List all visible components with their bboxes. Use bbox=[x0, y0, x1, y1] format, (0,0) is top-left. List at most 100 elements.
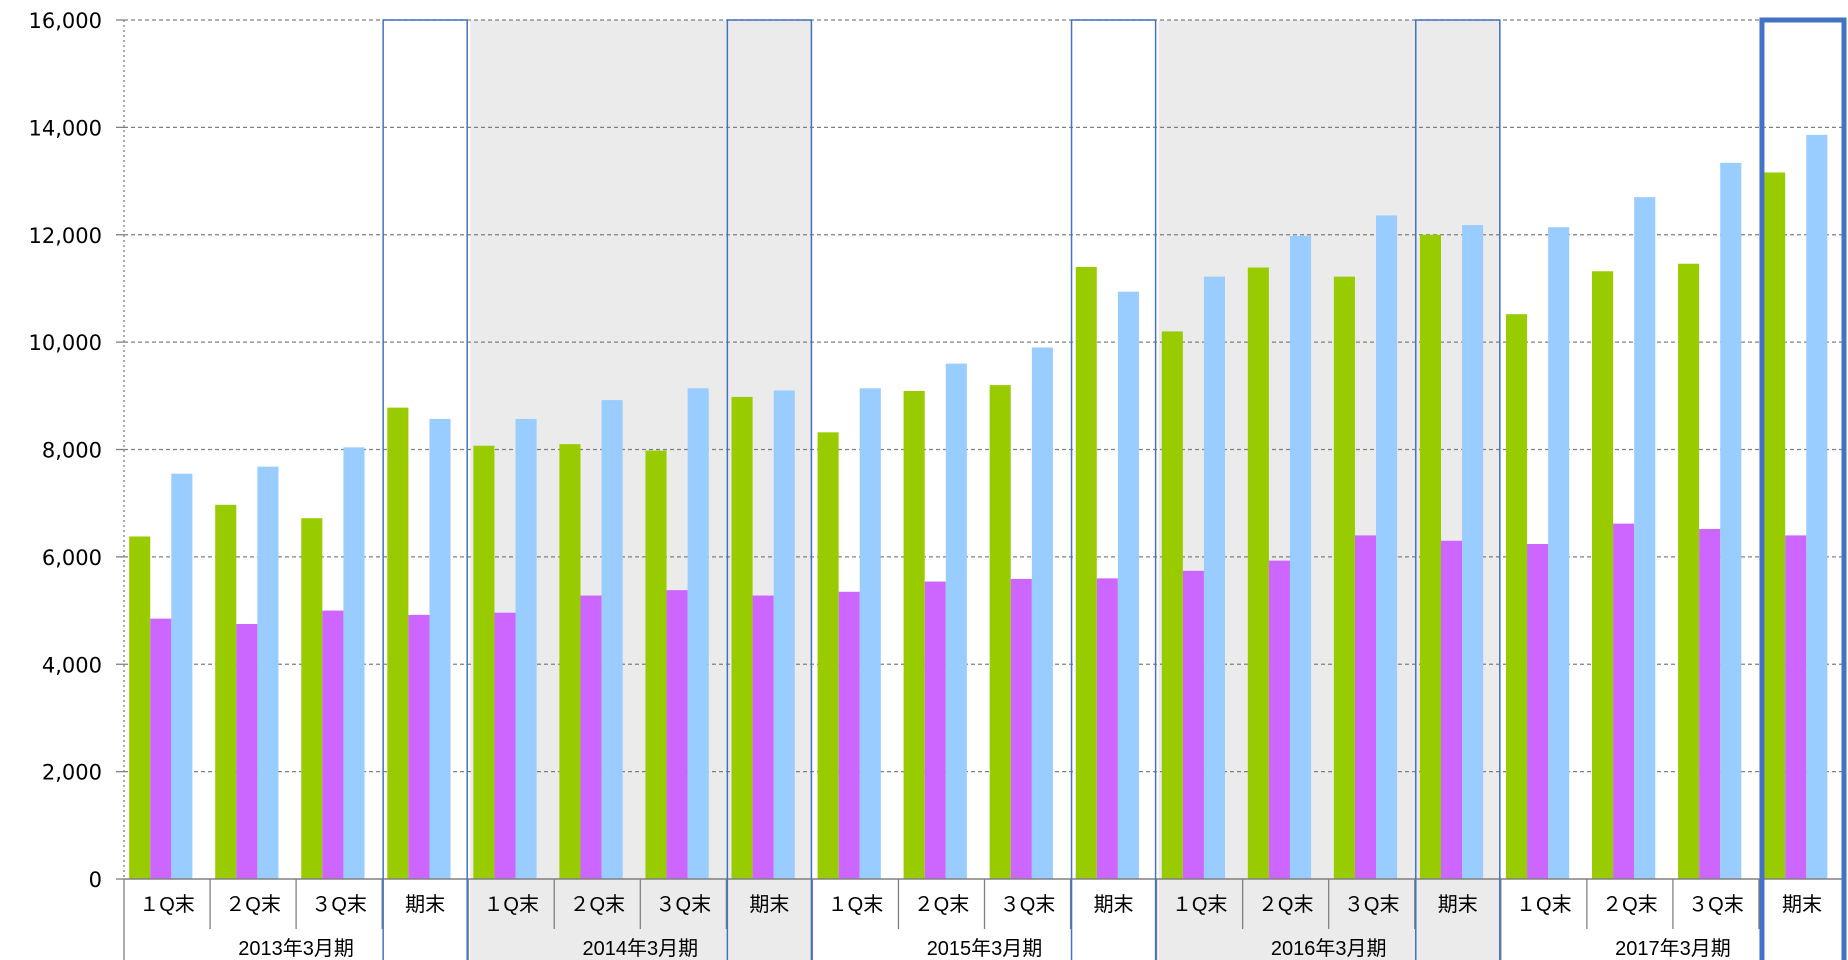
bar-series2-cat19 bbox=[1699, 528, 1721, 879]
bar-series2-cat10 bbox=[924, 581, 946, 879]
bar-series3-cat7 bbox=[687, 388, 709, 879]
bar-series1-cat18 bbox=[1592, 271, 1614, 879]
category-label: ３Q末 bbox=[1344, 893, 1400, 916]
y-tick-label: 14,000 bbox=[29, 116, 102, 140]
bar-series3-cat18 bbox=[1634, 197, 1656, 879]
category-label: ３Q末 bbox=[311, 893, 367, 916]
year-label: 2013年3月期 bbox=[238, 937, 354, 960]
bar-series3-cat3 bbox=[343, 447, 365, 879]
bar-series1-cat14 bbox=[1247, 267, 1269, 879]
bar-series1-cat17 bbox=[1505, 314, 1528, 879]
y-tick-label: 8,000 bbox=[42, 439, 102, 463]
bar-series3-cat11 bbox=[1031, 347, 1053, 879]
bar-series3-cat15 bbox=[1376, 215, 1398, 880]
bar-series1-cat11 bbox=[989, 385, 1011, 879]
bar-series3-cat13 bbox=[1203, 276, 1226, 880]
bar-series1-cat15 bbox=[1333, 276, 1355, 880]
category-label: ３Q末 bbox=[1000, 893, 1056, 916]
category-label: ２Q末 bbox=[225, 893, 281, 916]
bar-series3-cat20 bbox=[1806, 134, 1828, 880]
category-label: ３Q末 bbox=[656, 893, 712, 916]
bar-series3-cat2 bbox=[257, 466, 279, 879]
bar-series1-cat6 bbox=[559, 444, 581, 879]
bar-series2-cat1 bbox=[150, 618, 172, 879]
category-label: ２Q末 bbox=[914, 893, 970, 916]
year-label: 2016年3月期 bbox=[1271, 937, 1387, 960]
bar-series2-cat15 bbox=[1354, 535, 1377, 879]
category-label: １Q末 bbox=[828, 893, 884, 916]
bar-series1-cat12 bbox=[1075, 266, 1097, 879]
category-label: 期末 bbox=[749, 893, 789, 916]
bar-series3-cat12 bbox=[1117, 291, 1139, 879]
year-end-frame bbox=[1070, 19, 1157, 960]
bar-series1-cat2 bbox=[215, 504, 237, 879]
bar-series2-cat17 bbox=[1527, 543, 1549, 879]
y-tick-label: 16,000 bbox=[29, 9, 102, 33]
category-label: 期末 bbox=[1782, 893, 1822, 916]
category-label: １Q末 bbox=[483, 893, 539, 916]
bar-series3-cat9 bbox=[859, 388, 881, 879]
category-label: ２Q末 bbox=[1258, 893, 1314, 916]
y-tick-label: 4,000 bbox=[42, 653, 102, 677]
bar-series3-cat6 bbox=[601, 400, 623, 879]
year-end-frame bbox=[1415, 19, 1501, 960]
bar-series2-cat6 bbox=[580, 595, 602, 879]
y-tick-label: 6,000 bbox=[42, 546, 102, 570]
category-label: ２Q末 bbox=[1602, 893, 1658, 916]
bar-series1-cat10 bbox=[903, 390, 925, 879]
bar-series2-cat2 bbox=[236, 623, 258, 879]
bar-series2-cat7 bbox=[666, 590, 688, 879]
year-label: 2017年3月期 bbox=[1615, 937, 1731, 960]
category-label: １Q末 bbox=[139, 893, 195, 916]
bar-series1-cat16 bbox=[1419, 234, 1441, 879]
bar-series2-cat3 bbox=[322, 610, 344, 879]
bar-series3-cat4 bbox=[429, 418, 451, 879]
year-end-frame bbox=[382, 19, 468, 960]
bar-series1-cat9 bbox=[817, 432, 839, 879]
bar-series2-cat5 bbox=[494, 612, 516, 879]
bar-series2-cat4 bbox=[408, 614, 430, 879]
category-label: 期末 bbox=[405, 893, 445, 916]
bar-series3-cat10 bbox=[945, 363, 967, 880]
category-label: 期末 bbox=[1094, 893, 1134, 916]
bar-series2-cat8 bbox=[752, 595, 774, 879]
bar-series1-cat5 bbox=[473, 445, 495, 879]
bar-series2-cat16 bbox=[1440, 540, 1463, 879]
bar-series1-cat13 bbox=[1161, 331, 1183, 879]
category-label: ３Q末 bbox=[1688, 893, 1744, 916]
bar-series2-cat9 bbox=[838, 591, 860, 879]
year-label: 2015年3月期 bbox=[927, 937, 1043, 960]
category-label: １Q末 bbox=[1172, 893, 1228, 916]
category-label: １Q末 bbox=[1516, 893, 1572, 916]
bar-series3-cat5 bbox=[515, 418, 537, 879]
bar-series3-cat17 bbox=[1548, 227, 1570, 879]
bar-series3-cat19 bbox=[1720, 162, 1742, 880]
bar-series3-cat1 bbox=[171, 473, 193, 879]
bar-series2-cat20 bbox=[1785, 535, 1807, 879]
bar-series2-cat14 bbox=[1268, 560, 1290, 879]
bar-series2-cat12 bbox=[1096, 578, 1118, 879]
latest-year-end-highlight bbox=[1759, 17, 1847, 960]
y-tick-label: 12,000 bbox=[29, 224, 102, 248]
y-tick-label: 10,000 bbox=[29, 331, 102, 355]
bar-series3-cat8 bbox=[773, 390, 795, 879]
bar-series1-cat1 bbox=[129, 536, 151, 879]
bar-series1-cat7 bbox=[645, 450, 667, 879]
year-end-frame bbox=[726, 19, 813, 960]
bar-series2-cat13 bbox=[1182, 570, 1204, 879]
bar-series3-cat16 bbox=[1462, 225, 1484, 879]
bar-series2-cat11 bbox=[1010, 578, 1032, 879]
category-label: ２Q末 bbox=[569, 893, 625, 916]
y-tick-label: 0 bbox=[89, 868, 102, 892]
bar-series3-cat14 bbox=[1289, 235, 1312, 880]
bar-series1-cat8 bbox=[731, 396, 753, 879]
y-tick-label: 2,000 bbox=[42, 761, 102, 785]
bar-series1-cat3 bbox=[301, 518, 323, 879]
category-label: 期末 bbox=[1438, 893, 1478, 916]
bar-series1-cat20 bbox=[1764, 172, 1786, 879]
bar-series1-cat19 bbox=[1678, 263, 1700, 880]
bar-series2-cat18 bbox=[1613, 523, 1635, 879]
bar-series1-cat4 bbox=[387, 407, 409, 879]
